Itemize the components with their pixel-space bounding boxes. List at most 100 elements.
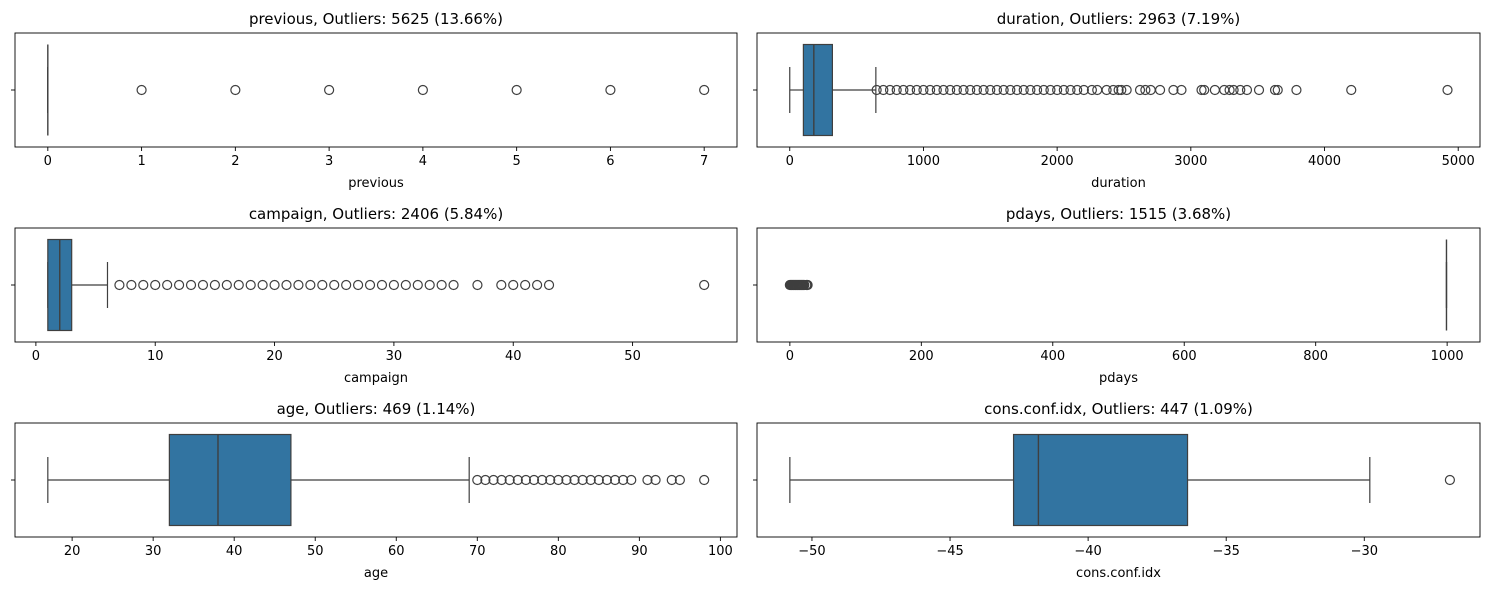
outlier-point bbox=[1078, 84, 1089, 96]
outlier-point bbox=[352, 279, 364, 291]
outlier-point bbox=[699, 474, 710, 486]
outlier-point bbox=[991, 84, 1003, 96]
outlier-point bbox=[1154, 84, 1166, 96]
subplot-cons-conf-idx: cons.conf.idx, Outliers: 447 (1.09%) −50 −… bbox=[753, 400, 1481, 581]
outlier-point bbox=[221, 279, 232, 291]
outlier-point bbox=[185, 279, 197, 291]
subplot-campaign: campaign, Outliers: 2406 (5.84%) 0 10 20 30 4… bbox=[11, 205, 738, 386]
outlier-point bbox=[532, 279, 543, 291]
x-tick-label: −35 bbox=[1212, 544, 1239, 559]
outlier-point bbox=[978, 84, 989, 96]
outlier-point bbox=[233, 279, 244, 291]
outlier-point bbox=[488, 474, 499, 486]
subplot-title: age, Outliers: 469 (1.14%) bbox=[277, 400, 476, 418]
axes-frame bbox=[756, 227, 1481, 343]
outlier-point bbox=[931, 84, 942, 96]
outlier-point bbox=[951, 84, 962, 96]
x-tick-label: 30 bbox=[145, 544, 162, 559]
x-tick-label: 20 bbox=[266, 349, 283, 364]
x-tick-label: 2000 bbox=[1041, 154, 1074, 169]
outlier-point bbox=[802, 279, 813, 291]
x-tick-label: 1000 bbox=[907, 154, 940, 169]
outlier-point bbox=[1065, 84, 1076, 96]
outlier-point bbox=[436, 279, 447, 291]
x-axis-label: cons.conf.idx bbox=[1076, 566, 1161, 581]
outlier-point bbox=[1196, 84, 1207, 96]
outlier-point bbox=[480, 474, 491, 486]
outlier-point bbox=[512, 474, 523, 486]
outlier-point bbox=[1005, 84, 1016, 96]
outlier-point bbox=[674, 474, 685, 486]
outlier-point bbox=[1031, 84, 1043, 96]
outlier-point bbox=[230, 84, 241, 96]
outlier-point bbox=[400, 279, 411, 291]
x-tick-label: 600 bbox=[1172, 349, 1197, 364]
x-tick-label: 2 bbox=[231, 154, 239, 169]
x-tick-label: 4000 bbox=[1308, 154, 1341, 169]
x-tick-label: 30 bbox=[386, 349, 403, 364]
x-tick-label: 50 bbox=[307, 544, 324, 559]
outlier-point bbox=[1058, 84, 1069, 96]
outlier-point bbox=[918, 84, 929, 96]
outlier-point bbox=[904, 84, 916, 96]
outlier-point bbox=[448, 279, 459, 291]
x-tick-label: 0 bbox=[44, 154, 52, 169]
outlier-point bbox=[965, 84, 976, 96]
x-tick-label: 0 bbox=[32, 349, 40, 364]
outlier-point bbox=[985, 84, 996, 96]
outlier-point bbox=[1101, 84, 1112, 96]
outlier-point bbox=[938, 84, 949, 96]
x-tick-label: 0 bbox=[786, 349, 794, 364]
outlier-point bbox=[1134, 84, 1146, 96]
outlier-point bbox=[1219, 84, 1230, 96]
outlier-point bbox=[269, 279, 280, 291]
x-tick-label: 400 bbox=[1040, 349, 1065, 364]
outlier-point bbox=[593, 474, 604, 486]
x-tick-label: 60 bbox=[388, 544, 405, 559]
outlier-point bbox=[293, 279, 304, 291]
outlier-point bbox=[543, 279, 555, 291]
x-tick-label: 5000 bbox=[1442, 154, 1475, 169]
x-tick-label: 0 bbox=[786, 154, 794, 169]
outlier-point bbox=[958, 84, 969, 96]
x-tick-label: 40 bbox=[226, 544, 243, 559]
x-tick-label: 200 bbox=[909, 349, 934, 364]
outlier-point bbox=[1269, 84, 1281, 96]
outlier-point bbox=[412, 279, 423, 291]
x-tick-label: 4 bbox=[419, 154, 427, 169]
subplot-title: previous, Outliers: 5625 (13.66%) bbox=[249, 10, 503, 28]
x-tick-label: 800 bbox=[1303, 349, 1328, 364]
outlier-point bbox=[1086, 84, 1097, 96]
outlier-point bbox=[1018, 84, 1029, 96]
outlier-point bbox=[577, 474, 588, 486]
outlier-point bbox=[305, 279, 316, 291]
outlier-point bbox=[245, 279, 256, 291]
x-axis-label: pdays bbox=[1099, 371, 1138, 386]
outlier-point bbox=[642, 474, 653, 486]
x-tick-label: 40 bbox=[505, 349, 522, 364]
outlier-point bbox=[281, 279, 292, 291]
outlier-point bbox=[496, 474, 507, 486]
outlier-point bbox=[1209, 84, 1220, 96]
outlier-point bbox=[341, 279, 352, 291]
outlier-point bbox=[417, 84, 428, 96]
outlier-point bbox=[364, 279, 376, 291]
x-tick-label: 50 bbox=[624, 349, 641, 364]
subplot-duration: duration, Outliers: 2963 (7.19%) 0 1000 200… bbox=[753, 10, 1481, 191]
outlier-point bbox=[884, 84, 896, 96]
x-axis-label: previous bbox=[348, 176, 404, 191]
outlier-point bbox=[1176, 84, 1187, 96]
subplot-title: campaign, Outliers: 2406 (5.84%) bbox=[249, 205, 503, 223]
subplot-title: pdays, Outliers: 1515 (3.68%) bbox=[1006, 205, 1231, 223]
outlier-point bbox=[609, 474, 621, 486]
x-tick-label: 70 bbox=[469, 544, 486, 559]
outlier-point bbox=[150, 279, 161, 291]
outlier-point bbox=[388, 279, 400, 291]
x-tick-label: 100 bbox=[708, 544, 733, 559]
outlier-point bbox=[911, 84, 922, 96]
outlier-point bbox=[1108, 84, 1119, 96]
x-tick-label: 3000 bbox=[1174, 154, 1207, 169]
outlier-point bbox=[162, 279, 173, 291]
x-tick-label: −50 bbox=[798, 544, 825, 559]
outlier-point bbox=[945, 84, 956, 96]
